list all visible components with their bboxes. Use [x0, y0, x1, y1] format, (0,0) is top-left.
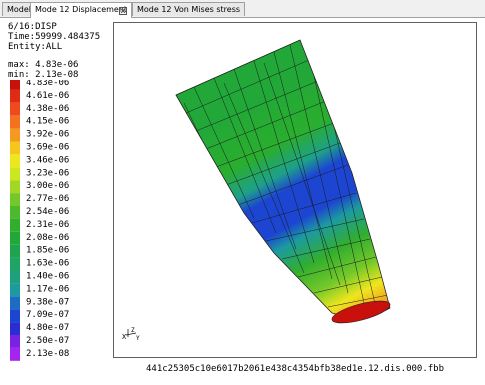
- legend-label: 1.40e-06: [26, 272, 69, 282]
- legend-swatch: [10, 296, 20, 309]
- tab[interactable]: Mode 12 Displacement: [30, 2, 132, 18]
- legend-swatch: [10, 322, 20, 335]
- legend-label: 4.80e-07: [26, 323, 69, 333]
- legend-swatch: [10, 103, 20, 116]
- legend-label: 3.23e-06: [26, 168, 69, 178]
- legend-swatch: [10, 245, 20, 258]
- legend-swatch: [10, 258, 20, 271]
- legend-swatch: [10, 232, 20, 245]
- tab-bar: Model Mode 12 Displacement Mode 12 Von M…: [0, 0, 485, 18]
- legend-swatch: [10, 193, 20, 206]
- legend-label: 1.85e-06: [26, 246, 69, 256]
- legend-label: 4.61e-06: [26, 91, 69, 101]
- legend-label: 2.31e-06: [26, 220, 69, 230]
- tab-label: Mode 12 Displacement: [35, 5, 127, 14]
- legend-label: 7.09e-07: [26, 310, 69, 320]
- legend-swatch: [10, 219, 20, 232]
- legend-label: 2.50e-07: [26, 336, 69, 346]
- close-icon[interactable]: [119, 7, 127, 15]
- legend-swatch: [10, 154, 20, 167]
- legend-swatch: [10, 142, 20, 155]
- legend-label: 4.15e-06: [26, 117, 69, 127]
- legend-label: 4.83e-06: [26, 80, 69, 88]
- legend-label: 2.54e-06: [26, 207, 69, 217]
- legend-label: 4.38e-06: [26, 104, 69, 114]
- entity: Entity:ALL: [8, 42, 100, 52]
- legend-label: 2.77e-06: [26, 194, 69, 204]
- min: min: 2.13e-08: [8, 70, 100, 80]
- legend-swatch: [10, 116, 20, 129]
- axis-triad: Z X Y: [122, 327, 140, 342]
- model-view: Z X Y: [114, 23, 476, 357]
- legend-swatch: [10, 335, 20, 348]
- legend-swatch: [10, 309, 20, 322]
- legend-label: 3.00e-06: [26, 181, 69, 191]
- legend-swatch: [10, 348, 20, 361]
- legend-label: 2.08e-06: [26, 233, 69, 243]
- step: 6/16:DISP: [8, 22, 100, 32]
- file-name: 441c25305c10e6017b2061e438c4354bfb38ed1e…: [113, 364, 477, 374]
- legend-label: 3.92e-06: [26, 130, 69, 140]
- tab[interactable]: Mode 12 Von Mises stress: [132, 2, 245, 16]
- legend-label: 1.63e-06: [26, 259, 69, 269]
- time: Time:59999.484375: [8, 32, 100, 42]
- triad-label: Y: [136, 335, 140, 342]
- legend-label: 3.69e-06: [26, 143, 69, 153]
- legend-swatch: [10, 167, 20, 180]
- legend-label: 3.46e-06: [26, 155, 69, 165]
- max: max: 4.83e-06: [8, 60, 100, 70]
- legend-label: 2.13e-08: [26, 349, 69, 359]
- legend-swatch: [10, 283, 20, 296]
- triad-label: X: [122, 333, 127, 341]
- legend-swatch: [10, 129, 20, 142]
- viewport: Z X Y: [113, 22, 477, 358]
- legend-label: 9.38e-07: [26, 297, 69, 307]
- legend-swatch: [10, 180, 20, 193]
- legend-label: 1.17e-06: [26, 284, 69, 294]
- app-window: Model Mode 12 Displacement Mode 12 Von M…: [0, 0, 485, 385]
- legend-swatch: [10, 80, 20, 90]
- triad-label: Z: [131, 327, 135, 334]
- legend-swatch: [10, 90, 20, 103]
- legend-swatch: [10, 271, 20, 284]
- legend-swatch: [10, 206, 20, 219]
- color-legend: 4.83e-06 4.61e-06 4.38e-06 4.15e-06 3.92e-06…: [8, 80, 98, 370]
